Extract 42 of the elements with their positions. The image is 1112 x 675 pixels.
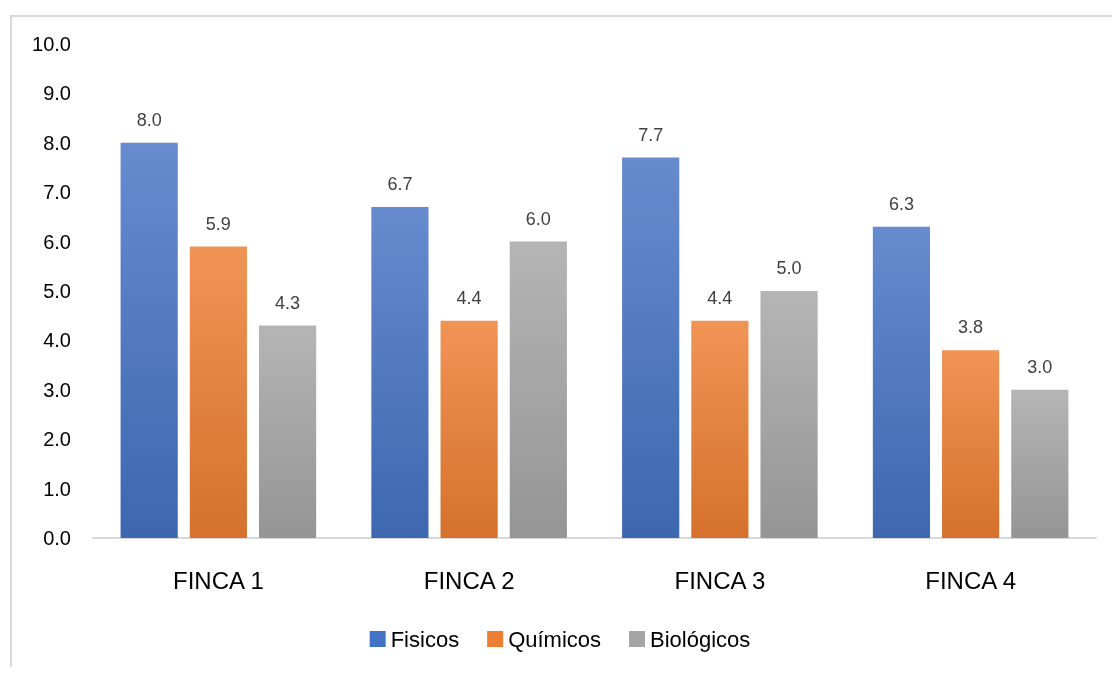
data-label: 4.4 bbox=[456, 287, 482, 308]
y-tick-label: 5.0 bbox=[43, 280, 71, 302]
x-tick-label: FINCA 4 bbox=[925, 566, 1016, 594]
data-label: 6.7 bbox=[387, 174, 413, 195]
y-tick-label: 10.0 bbox=[32, 33, 71, 55]
y-tick-label: 6.0 bbox=[43, 230, 71, 253]
y-tick-label: 1.0 bbox=[43, 477, 71, 500]
data-label: 5.0 bbox=[776, 258, 802, 278]
bar bbox=[509, 241, 567, 538]
bar bbox=[258, 325, 317, 538]
y-tick-label: 0.0 bbox=[43, 527, 71, 549]
bar bbox=[120, 142, 178, 538]
data-label: 6.3 bbox=[888, 193, 914, 214]
bar bbox=[189, 246, 247, 538]
legend-label: Químicos bbox=[508, 626, 602, 652]
y-tick-label: 2.0 bbox=[43, 428, 71, 451]
data-label: 8.0 bbox=[136, 109, 162, 130]
bar bbox=[371, 207, 429, 538]
bar bbox=[872, 226, 931, 538]
bar bbox=[622, 157, 680, 538]
y-tick-label: 9.0 bbox=[43, 82, 71, 105]
legend-label: Fisicos bbox=[390, 626, 460, 652]
y-tick-label: 4.0 bbox=[43, 329, 71, 352]
x-tick-label: FINCA 2 bbox=[423, 566, 515, 594]
y-tick-label: 3.0 bbox=[43, 378, 71, 401]
x-tick-label: FINCA 3 bbox=[674, 566, 766, 594]
bar bbox=[691, 320, 749, 538]
bar bbox=[942, 350, 1000, 538]
legend-label: Biológicos bbox=[650, 626, 751, 652]
data-label: 4.3 bbox=[275, 292, 301, 313]
y-tick-label: 7.0 bbox=[43, 181, 71, 204]
x-tick-label: FINCA 1 bbox=[173, 566, 264, 594]
data-label: 6.0 bbox=[525, 208, 551, 229]
bar bbox=[440, 320, 498, 538]
data-label: 5.9 bbox=[205, 213, 231, 234]
bar bbox=[760, 291, 818, 538]
bar bbox=[1011, 389, 1069, 538]
data-label: 3.8 bbox=[958, 317, 984, 338]
data-label: 3.0 bbox=[1027, 356, 1053, 377]
data-label: 4.4 bbox=[707, 287, 733, 308]
y-tick-label: 8.0 bbox=[43, 131, 71, 154]
data-label: 7.7 bbox=[638, 124, 664, 145]
